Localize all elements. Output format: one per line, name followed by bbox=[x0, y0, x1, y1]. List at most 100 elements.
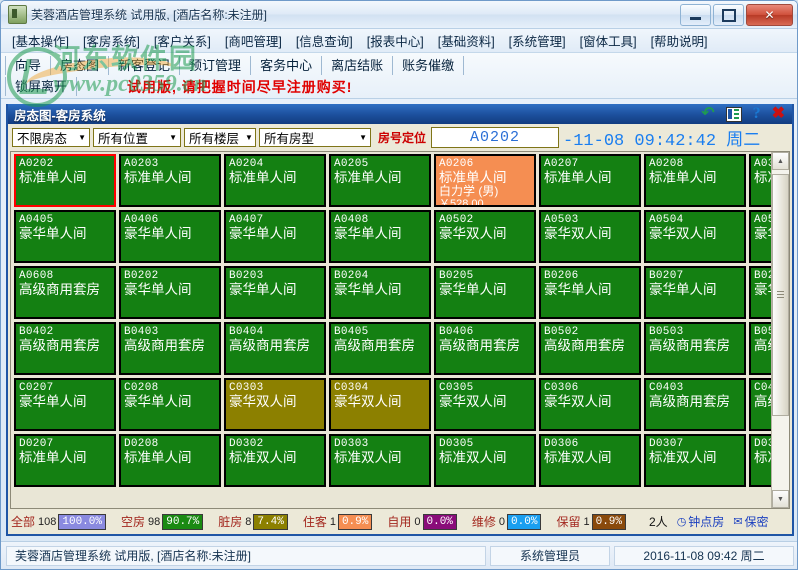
room-cell[interactable]: B0504高级商用套房 bbox=[749, 322, 771, 375]
room-cell[interactable]: D0307 标准双人间 bbox=[644, 434, 746, 487]
room-cell[interactable]: B0405 高级商用套房 bbox=[329, 322, 431, 375]
toolbar-service-center[interactable]: 客务中心 bbox=[251, 56, 323, 75]
menu-item-help[interactable]: [帮助说明] bbox=[650, 35, 708, 49]
room-cell[interactable]: A0408 豪华单人间 bbox=[329, 210, 431, 263]
room-cell[interactable]: A0205 标准单人间 bbox=[329, 154, 431, 207]
menu-item-customer-relations[interactable]: [客户关系] bbox=[153, 35, 211, 49]
room-cell[interactable]: A0504 豪华双人间 bbox=[644, 210, 746, 263]
room-grid-row: B0402 高级商用套房 B0403 高级商用套房 B0404 高级商用套房 B0405 高级… bbox=[14, 322, 771, 375]
floor-filter[interactable]: 所有楼层 ▼ bbox=[184, 128, 256, 147]
menu-item-bar-manage[interactable]: [商吧管理] bbox=[224, 35, 282, 49]
room-cell[interactable]: A0302标准双人间 bbox=[749, 154, 771, 207]
room-cell-number: A0406 bbox=[124, 214, 159, 226]
menu-item-system-manage[interactable]: [系统管理] bbox=[508, 35, 566, 49]
secret-link[interactable]: ✉ 保密 bbox=[733, 513, 768, 530]
menu-item-base-data[interactable]: [基础资料] bbox=[437, 35, 495, 49]
room-cell[interactable]: C0303 豪华双人间 bbox=[224, 378, 326, 431]
room-number-input[interactable]: A0202 bbox=[431, 127, 560, 148]
room-cell[interactable]: B0207 豪华单人间 bbox=[644, 266, 746, 319]
room-cell[interactable]: A0405 豪华单人间 bbox=[14, 210, 116, 263]
room-cell[interactable]: D0306 标准双人间 bbox=[539, 434, 641, 487]
room-cell-number: A0202 bbox=[19, 158, 54, 170]
room-cell[interactable]: A0502 豪华双人间 bbox=[434, 210, 536, 263]
room-cell[interactable]: B0204 豪华单人间 bbox=[329, 266, 431, 319]
room-cell[interactable]: A0608 高级商用套房 bbox=[14, 266, 116, 319]
room-cell[interactable]: B0205 豪华单人间 bbox=[434, 266, 536, 319]
room-cell[interactable]: A0207 标准单人间 bbox=[539, 154, 641, 207]
room-cell[interactable]: D0305 标准双人间 bbox=[434, 434, 536, 487]
room-cell[interactable]: B0402 高级商用套房 bbox=[14, 322, 116, 375]
scrollbar-track[interactable] bbox=[772, 170, 789, 490]
close-button[interactable]: ✕ bbox=[746, 4, 793, 26]
menu-item-report-center[interactable]: [报表中心] bbox=[366, 35, 424, 49]
room-cell[interactable]: C0207 豪华单人间 bbox=[14, 378, 116, 431]
room-cell[interactable]: A0503 豪华双人间 bbox=[539, 210, 641, 263]
menu-item-window-tools[interactable]: [窗体工具] bbox=[579, 35, 637, 49]
room-status-window-titlebar: 房态图-客房系统 ↶ ? ✖ bbox=[8, 104, 792, 124]
room-cell[interactable]: B0208豪华单人间 bbox=[749, 266, 771, 319]
scroll-down-button[interactable]: ▼ bbox=[772, 490, 789, 508]
room-cell[interactable]: A0505豪华双人间 bbox=[749, 210, 771, 263]
close-icon[interactable]: ✖ bbox=[771, 105, 785, 122]
room-status-filter[interactable]: 不限房态 ▼ bbox=[12, 128, 90, 147]
stat-item[interactable]: 住客 1 0.9% bbox=[303, 513, 373, 530]
room-cell-type: 标准单人间 bbox=[544, 170, 612, 185]
room-cell[interactable]: B0404 高级商用套房 bbox=[224, 322, 326, 375]
room-cell[interactable]: A0406 豪华单人间 bbox=[119, 210, 221, 263]
room-cell[interactable]: D0302 标准双人间 bbox=[224, 434, 326, 487]
toolbar-checkout[interactable]: 离店结账 bbox=[322, 56, 394, 75]
room-cell[interactable]: B0403 高级商用套房 bbox=[119, 322, 221, 375]
report-grid-icon[interactable] bbox=[725, 106, 742, 122]
stat-item[interactable]: 自用 0 0.0% bbox=[387, 513, 457, 530]
room-cell[interactable]: C0306 豪华双人间 bbox=[539, 378, 641, 431]
room-cell-number: C0305 bbox=[439, 382, 474, 394]
room-cell[interactable]: C0404高级商用套房 bbox=[749, 378, 771, 431]
room-cell[interactable]: D0308标准双人间 bbox=[749, 434, 771, 487]
help-icon[interactable]: ? bbox=[752, 105, 761, 122]
menu-item-basic-ops[interactable]: [基本操作] bbox=[12, 35, 69, 49]
room-cell[interactable]: A0208 标准单人间 bbox=[644, 154, 746, 207]
room-cell[interactable]: D0303 标准双人间 bbox=[329, 434, 431, 487]
stat-item[interactable]: 空房 98 90.7% bbox=[121, 513, 204, 530]
toolbar-new-checkin[interactable]: 新客登记 bbox=[109, 56, 181, 75]
room-cell[interactable]: D0207 标准单人间 bbox=[14, 434, 116, 487]
undo-icon[interactable]: ↶ bbox=[701, 105, 715, 122]
toolbar-reservation[interactable]: 预订管理 bbox=[180, 56, 252, 75]
toolbar-billing-reminder[interactable]: 账务催缴 bbox=[393, 56, 465, 75]
room-cell[interactable]: B0203 豪华单人间 bbox=[224, 266, 326, 319]
maximize-button[interactable] bbox=[713, 4, 744, 26]
stat-item[interactable]: 脏房 8 7.4% bbox=[218, 513, 288, 530]
room-cell[interactable]: B0406 高级商用套房 bbox=[434, 322, 536, 375]
room-cell-type: 高级商用套房 bbox=[19, 282, 100, 297]
toolbar-lock-screen[interactable]: 锁屏离开 bbox=[5, 77, 78, 96]
room-cell[interactable]: C0305 豪华双人间 bbox=[434, 378, 536, 431]
room-cell[interactable]: A0203 标准单人间 bbox=[119, 154, 221, 207]
menu-item-info-query[interactable]: [信息查询] bbox=[295, 35, 353, 49]
room-cell[interactable]: B0202 豪华单人间 bbox=[119, 266, 221, 319]
room-cell[interactable]: C0208 豪华单人间 bbox=[119, 378, 221, 431]
stat-count: 0 bbox=[414, 515, 421, 528]
room-cell[interactable]: A0204 标准单人间 bbox=[224, 154, 326, 207]
room-cell[interactable]: B0502 高级商用套房 bbox=[539, 322, 641, 375]
room-grid-scrollbar[interactable]: ▲ ▼ bbox=[771, 152, 789, 508]
stat-item[interactable]: 全部 108 100.0% bbox=[11, 513, 106, 530]
location-filter[interactable]: 所有位置 ▼ bbox=[93, 128, 181, 147]
room-cell[interactable]: A0202 标准单人间 bbox=[14, 154, 116, 207]
room-cell[interactable]: D0208 标准单人间 bbox=[119, 434, 221, 487]
hourly-room-link[interactable]: ◷ 钟点房 bbox=[677, 513, 725, 530]
room-cell[interactable]: B0503 高级商用套房 bbox=[644, 322, 746, 375]
stat-item[interactable]: 维修 0 0.0% bbox=[472, 513, 542, 530]
room-cell[interactable]: B0206 豪华单人间 bbox=[539, 266, 641, 319]
room-cell[interactable]: A0407 豪华单人间 bbox=[224, 210, 326, 263]
menu-item-room-system[interactable]: [客房系统] bbox=[82, 35, 140, 49]
minimize-button[interactable] bbox=[680, 4, 711, 26]
room-cell[interactable]: C0304 豪华双人间 bbox=[329, 378, 431, 431]
room-cell[interactable]: A0206 标准单人间 白力学 (男) ￥528.00 bbox=[434, 154, 536, 207]
toolbar-wizard[interactable]: 向导 bbox=[5, 56, 52, 75]
scrollbar-thumb[interactable] bbox=[772, 174, 789, 416]
scroll-up-button[interactable]: ▲ bbox=[772, 152, 789, 170]
toolbar-room-status-map[interactable]: 房态图 bbox=[51, 56, 110, 75]
roomtype-filter[interactable]: 所有房型 ▼ bbox=[259, 128, 371, 147]
room-cell[interactable]: C0403 高级商用套房 bbox=[644, 378, 746, 431]
stat-item[interactable]: 保留 1 0.9% bbox=[556, 513, 626, 530]
